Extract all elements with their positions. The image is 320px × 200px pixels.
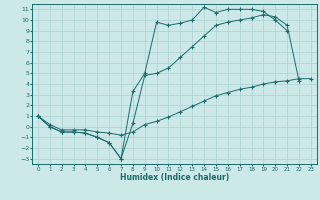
X-axis label: Humidex (Indice chaleur): Humidex (Indice chaleur) — [120, 173, 229, 182]
